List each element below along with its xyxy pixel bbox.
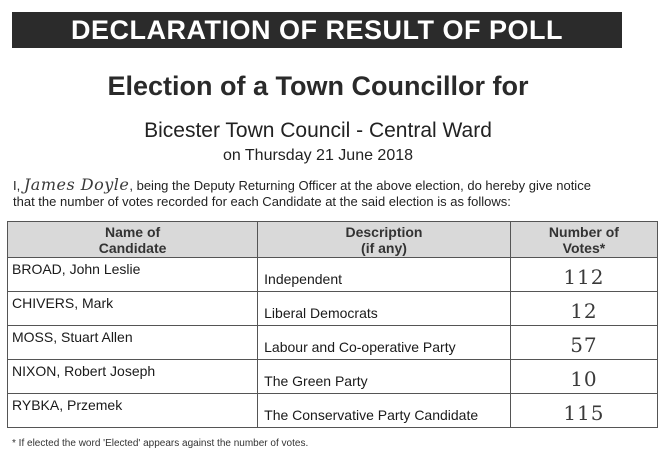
candidate-votes-cell: 115 [509, 393, 659, 428]
notice-comma: , [129, 178, 133, 193]
candidate-name: MOSS, Stuart Allen [12, 329, 133, 345]
table-row: MOSS, Stuart Allen Labour and Co-operati… [6, 325, 659, 360]
council-ward: Bicester Town Council - Central Ward [144, 119, 492, 142]
candidate-name-cell: RYBKA, Przemek [6, 393, 259, 428]
notice-line1: being the Deputy Returning Officer at th… [136, 178, 591, 193]
candidate-description-cell: The Conservative Party Candidate [257, 393, 511, 428]
candidate-name: NIXON, Robert Joseph [12, 363, 156, 379]
candidate-description-cell: Independent [257, 257, 511, 292]
table-row: CHIVERS, Mark Liberal Democrats 12 [6, 291, 659, 326]
candidate-votes: 112 [563, 265, 605, 289]
header-votes: Number of Votes* [509, 221, 659, 258]
table-row: RYBKA, Przemek The Conservative Party Ca… [6, 393, 659, 428]
candidate-description: Labour and Co-operative Party [264, 339, 456, 355]
candidate-votes-cell: 12 [509, 291, 659, 326]
header-votes-line1: Number of [548, 223, 619, 240]
header-name-line1: Name of [104, 223, 161, 240]
candidate-description-cell: Liberal Democrats [257, 291, 511, 326]
candidate-votes: 12 [570, 299, 598, 323]
candidate-votes: 10 [570, 367, 598, 391]
header-votes-line2: Votes* [562, 239, 606, 256]
results-header-row: Name of Candidate Description (if any) N… [6, 221, 659, 258]
election-date: on Thursday 21 June 2018 [222, 147, 414, 164]
candidate-name-cell: CHIVERS, Mark [6, 291, 259, 326]
notice-line2: that the number of votes recorded for ea… [13, 194, 511, 209]
header-name-line2: Candidate [98, 239, 167, 256]
candidate-description: Independent [264, 271, 342, 287]
header-name: Name of Candidate [6, 221, 259, 258]
candidate-name: CHIVERS, Mark [12, 295, 114, 311]
candidate-description: Liberal Democrats [264, 305, 378, 321]
candidate-name: RYBKA, Przemek [12, 397, 123, 413]
candidate-name-cell: BROAD, John Leslie [6, 257, 259, 292]
candidate-description-cell: Labour and Co-operative Party [257, 325, 511, 360]
candidate-votes: 57 [570, 333, 598, 357]
candidate-votes-cell: 57 [509, 325, 659, 360]
candidate-votes: 115 [563, 401, 605, 425]
candidate-votes-cell: 10 [509, 359, 659, 394]
header-description-line1: Description [345, 223, 423, 240]
table-row: BROAD, John Leslie Independent 112 [6, 257, 659, 292]
candidate-name-cell: MOSS, Stuart Allen [6, 325, 259, 360]
candidate-name: BROAD, John Leslie [12, 261, 141, 277]
header-description-line2: (if any) [361, 239, 407, 256]
candidate-description-cell: The Green Party [257, 359, 511, 394]
election-title: Election of a Town Councillor for [107, 71, 529, 101]
candidate-votes-cell: 112 [509, 257, 659, 292]
candidate-name-cell: NIXON, Robert Joseph [6, 359, 259, 394]
notice-prefix: I, [13, 178, 21, 193]
notice-text: I, James Doyle, being the Deputy Returni… [13, 177, 653, 210]
officer-signature: James Doyle [23, 175, 130, 194]
candidate-description: The Green Party [264, 373, 368, 389]
results-table: Name of Candidate Description (if any) N… [6, 221, 659, 428]
declaration-banner: DECLARATION OF RESULT OF POLL [12, 12, 622, 48]
header-description: Description (if any) [257, 221, 511, 258]
table-row: NIXON, Robert Joseph The Green Party 10 [6, 359, 659, 394]
candidate-description: The Conservative Party Candidate [264, 407, 479, 423]
footnote: * If elected the word 'Elected' appears … [12, 438, 309, 449]
